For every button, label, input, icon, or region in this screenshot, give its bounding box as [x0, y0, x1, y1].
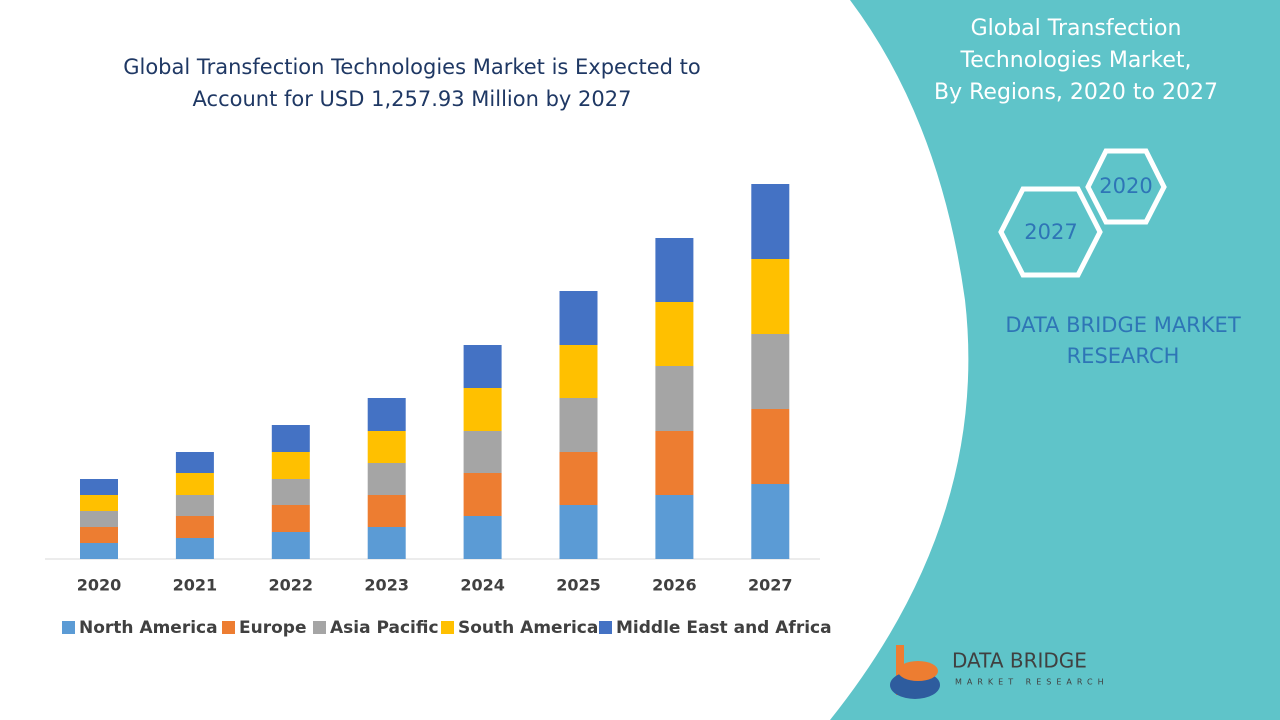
legend-swatch — [441, 621, 454, 634]
bar-segment — [559, 345, 598, 398]
x-tick-label: 2023 — [364, 576, 409, 595]
bar-segment — [80, 543, 118, 559]
bar-segment — [367, 463, 406, 495]
logo-subtext: MARKET RESEARCH — [955, 678, 1109, 687]
bar-segment — [655, 238, 694, 302]
x-tick-label: 2022 — [269, 576, 314, 595]
logo — [890, 645, 940, 699]
bar-segment — [175, 495, 214, 516]
chart-title: Global Transfection Technologies Market … — [123, 55, 701, 79]
bar-segment — [175, 516, 214, 538]
bar-segment — [655, 495, 694, 559]
bar-segment — [463, 473, 502, 516]
bar-segment — [655, 366, 694, 431]
bar-segment — [80, 479, 118, 495]
legend-label: Asia Pacific — [330, 618, 439, 638]
x-tick-label: 2025 — [556, 576, 601, 595]
bar-segment — [271, 532, 310, 559]
bar-segment — [463, 345, 502, 388]
bar-segment — [367, 398, 406, 431]
bar-segment — [80, 495, 118, 511]
bar-segment — [751, 334, 790, 409]
bar-segment — [559, 505, 598, 559]
legend-label: North America — [79, 618, 218, 638]
x-tick-label: 2026 — [652, 576, 697, 595]
side-panel — [830, 0, 1280, 720]
bar-segment — [751, 484, 790, 559]
bar-segment — [80, 527, 118, 543]
legend-label: Middle East and Africa — [616, 618, 832, 638]
hexagon — [1085, 148, 1167, 225]
logo-text: DATA BRIDGE — [952, 649, 1087, 673]
x-tick-label: 2024 — [460, 576, 505, 595]
bar-segment — [271, 505, 310, 532]
brand-text: DATA BRIDGE MARKET — [1005, 313, 1240, 337]
hexagon-label: 2027 — [1024, 220, 1077, 244]
bar-segment — [463, 431, 502, 473]
bar-segment — [655, 302, 694, 366]
bar-segment — [463, 516, 502, 559]
logo-mark — [898, 661, 938, 681]
bar-segment — [559, 452, 598, 505]
bar-segment — [751, 409, 790, 484]
bar-segment — [271, 425, 310, 452]
legend-swatch — [62, 621, 75, 634]
bar-segment — [367, 495, 406, 527]
bar-segment — [80, 511, 118, 527]
x-tick-label: 2021 — [173, 576, 218, 595]
legend-label: South America — [458, 618, 598, 638]
bar-segment — [175, 538, 214, 559]
bar-segment — [559, 291, 598, 345]
side-title: Technologies Market, — [960, 48, 1192, 73]
bar-segment — [175, 473, 214, 495]
hexagon-label: 2020 — [1099, 174, 1152, 198]
bar-segment — [751, 184, 790, 259]
chart-title: Account for USD 1,257.93 Million by 2027 — [193, 87, 632, 111]
bar-segment — [751, 259, 790, 334]
legend-swatch — [222, 621, 235, 634]
legend-swatch — [313, 621, 326, 634]
x-tick-label: 2020 — [77, 576, 122, 595]
bar-segment — [559, 398, 598, 452]
bar-segment — [463, 388, 502, 431]
bar-segment — [367, 527, 406, 559]
x-tick-label: 2027 — [748, 576, 793, 595]
legend-label: Europe — [239, 618, 306, 638]
legend-swatch — [599, 621, 612, 634]
side-title: By Regions, 2020 to 2027 — [934, 80, 1218, 105]
bar-segment — [175, 452, 214, 473]
side-title: Global Transfection — [971, 16, 1182, 41]
bar-segment — [655, 431, 694, 495]
bar-segment — [271, 479, 310, 505]
bar-segment — [367, 431, 406, 463]
hexagon — [998, 186, 1103, 278]
bar-segment — [271, 452, 310, 479]
brand-text: RESEARCH — [1067, 344, 1180, 368]
